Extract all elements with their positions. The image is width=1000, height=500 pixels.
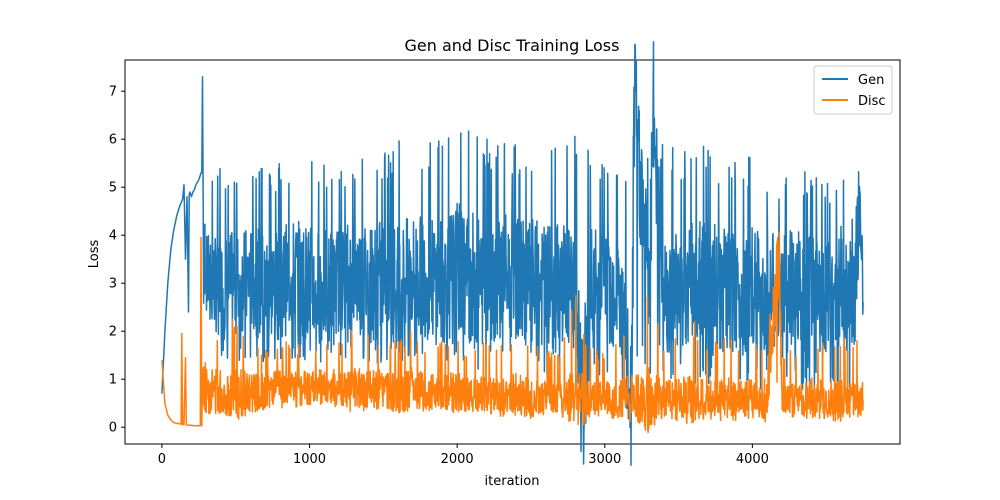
- plot-frame: [124, 59, 901, 445]
- y-tick-label: 2: [109, 325, 117, 340]
- x-axis-ticks: 0 1000 2000 3000 4000: [158, 444, 769, 467]
- plot-area: [124, 41, 901, 466]
- y-tick-label: 5: [109, 181, 117, 196]
- y-tick-label: 0: [109, 421, 117, 436]
- series-line-disc: [161, 231, 864, 434]
- y-axis-label: Loss: [87, 240, 102, 269]
- y-axis-ticks: 0 1 2 3 4 5 6 7: [109, 85, 125, 436]
- y-tick-label: 7: [109, 85, 117, 100]
- legend-disc-label: Disc: [858, 94, 886, 109]
- legend-gen-label: Gen: [858, 73, 884, 88]
- y-tick-label: 3: [109, 277, 117, 292]
- x-axis-label: iteration: [485, 474, 540, 489]
- x-tick-label: 4000: [736, 452, 769, 467]
- series-gen: [161, 41, 864, 466]
- series-line-gen: [161, 41, 864, 466]
- y-tick-label: 4: [109, 229, 117, 244]
- y-tick-label: 6: [109, 133, 117, 148]
- chart-title: Gen and Disc Training Loss: [405, 36, 620, 55]
- series-layer: [161, 41, 864, 466]
- legend: Gen Disc: [813, 65, 893, 115]
- x-tick-label: 0: [158, 452, 166, 467]
- x-tick-label: 2000: [441, 452, 474, 467]
- series-disc: [161, 231, 864, 434]
- x-tick-label: 3000: [588, 452, 621, 467]
- x-tick-label: 1000: [293, 452, 326, 467]
- y-tick-label: 1: [109, 373, 117, 388]
